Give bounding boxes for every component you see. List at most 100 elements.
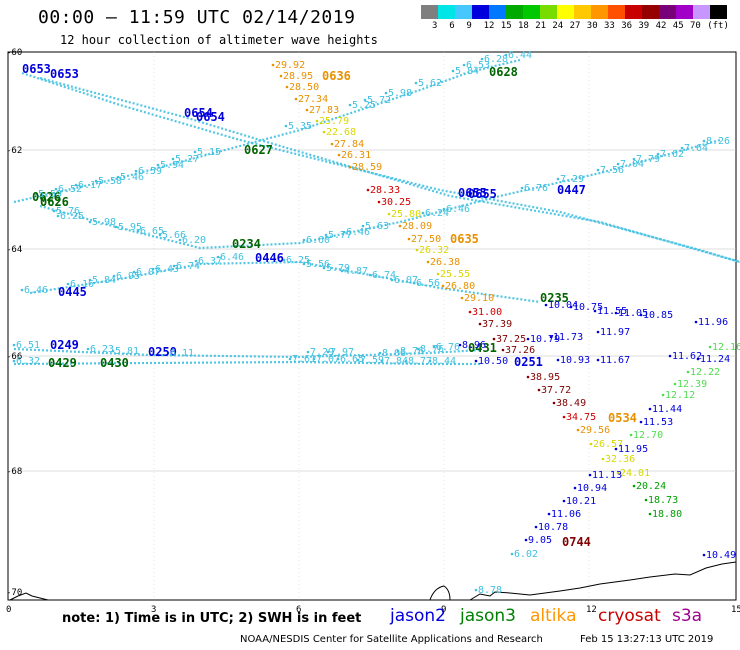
obs-point — [556, 177, 560, 181]
obs-point — [478, 322, 482, 326]
wave-height-label: 6.28 — [484, 54, 508, 65]
obs-point — [340, 269, 344, 273]
wave-height-label: 6.32 — [16, 356, 40, 367]
lon-tick-label: 15 — [731, 605, 740, 615]
generated-timestamp: Feb 15 13:27:13 UTC 2019 — [580, 634, 714, 645]
obs-point — [426, 260, 430, 264]
obs-point — [504, 53, 508, 57]
legend-jason2: jason2 — [390, 606, 446, 626]
obs-point — [544, 303, 548, 307]
obs-point — [172, 264, 176, 268]
scale-label: 12 — [483, 21, 495, 31]
lon-tick-label: 12 — [586, 605, 597, 615]
wave-height-label: 10.85 — [643, 310, 673, 321]
pass-time-label: 0653 — [50, 67, 79, 81]
pass-time-label: 0627 — [244, 143, 273, 157]
obs-point — [324, 233, 328, 237]
wave-height-label: 4.87 — [344, 266, 368, 277]
obs-point — [194, 259, 198, 263]
wave-height-label: 29.92 — [275, 60, 305, 71]
wave-height-label: 8.76 — [400, 346, 424, 357]
wave-height-label: 6.46 — [346, 227, 370, 238]
lon-tick-label: 6 — [296, 605, 301, 615]
obs-point — [520, 186, 524, 190]
lon-tick-label: 9 — [441, 605, 446, 615]
wave-height-label: 7.59 — [360, 355, 384, 366]
obs-point — [537, 388, 541, 392]
wave-height-label: 6.44 — [508, 50, 532, 61]
obs-point — [74, 183, 78, 187]
obs-point — [680, 146, 684, 150]
wave-height-label: 6.25 — [286, 255, 310, 266]
obs-point — [216, 255, 220, 259]
obs-point — [348, 103, 352, 107]
wave-height-label: 5.63 — [365, 221, 389, 232]
obs-point — [708, 345, 712, 349]
wave-height-label: 8.06 — [382, 348, 406, 359]
wave-height-label: 5.84 — [92, 275, 116, 286]
obs-point — [384, 91, 388, 95]
obs-point — [178, 238, 182, 242]
pass-time-label: 0635 — [450, 232, 479, 246]
obs-point — [460, 296, 464, 300]
wave-height-label: 11.06 — [551, 509, 581, 520]
legend-jason3: jason3 — [460, 606, 516, 626]
obs-point — [116, 175, 120, 179]
page-title: 00:00 – 11:59 UTC 02/14/2019 — [38, 7, 356, 28]
wave-height-label: 38.95 — [530, 372, 560, 383]
obs-point — [337, 153, 341, 157]
scale-label: 36 — [621, 21, 633, 31]
obs-point — [88, 278, 92, 282]
obs-point — [556, 358, 560, 362]
wave-height-label: 27.83 — [309, 105, 339, 116]
obs-point — [166, 351, 170, 355]
scale-label: 21 — [535, 21, 547, 31]
wave-height-label: 6.46 — [446, 204, 470, 215]
pass-time-label: 0655 — [458, 186, 487, 200]
obs-point — [348, 165, 352, 169]
wave-height-label: 29.56 — [580, 425, 610, 436]
obs-point — [441, 284, 445, 288]
obs-point — [387, 212, 391, 216]
scale-label: 3 — [432, 21, 438, 31]
scale-label: 70 — [690, 21, 701, 31]
obs-point — [52, 209, 56, 213]
wave-height-label: 8.44 — [432, 356, 456, 367]
pass-time-label: 0654 — [184, 106, 213, 120]
wave-height-label: 10.49 — [706, 550, 736, 561]
wave-height-label: 5.62 — [418, 78, 442, 89]
wave-height-label: 26.31 — [341, 150, 371, 161]
wave-height-label: 12.39 — [677, 379, 707, 390]
obs-point — [415, 248, 419, 252]
obs-point — [86, 347, 90, 351]
wave-height-label: 9.05 — [528, 535, 552, 546]
obs-point — [156, 163, 160, 167]
pass-time-label: 0655 — [468, 187, 497, 201]
wave-height-label: 10.94 — [577, 483, 607, 494]
wave-height-label: 26.80 — [445, 281, 475, 292]
pass-time-label: 0235 — [540, 291, 569, 305]
obs-point — [94, 179, 98, 183]
obs-point — [342, 230, 346, 234]
wave-height-label: 34.75 — [566, 412, 596, 423]
obs-point — [661, 393, 665, 397]
scale-swatch — [676, 5, 693, 19]
wave-height-label: 5.79 — [326, 263, 350, 274]
pass-time-label: 0250 — [148, 345, 177, 359]
obs-point — [526, 375, 530, 379]
wave-height-label: 6.37 — [198, 256, 222, 267]
wave-height-label: 10.75 — [573, 302, 603, 313]
wave-height-label: 6.11 — [170, 348, 194, 359]
obs-point — [562, 499, 566, 503]
scale-swatch — [523, 5, 540, 19]
scale-label: 24 — [552, 21, 564, 31]
obs-point — [158, 233, 162, 237]
obs-point — [474, 588, 478, 592]
wave-height-label: 25.79 — [319, 116, 349, 127]
obs-point — [380, 359, 384, 363]
satellite-track — [13, 360, 480, 366]
obs-point — [294, 97, 298, 101]
obs-point — [54, 187, 58, 191]
wave-height-label: 5.98 — [388, 88, 412, 99]
wave-height-label: 6.76 — [524, 183, 548, 194]
